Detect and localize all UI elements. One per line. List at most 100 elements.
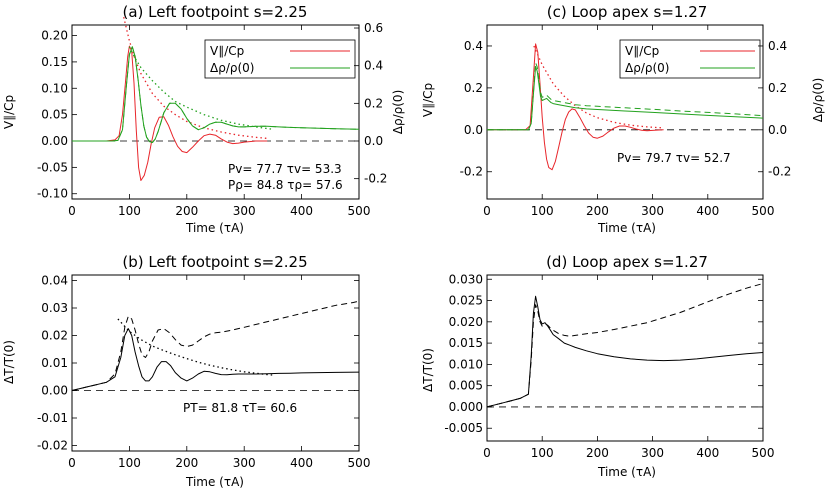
panel-a-ytick-label: -0.10 (37, 187, 68, 201)
panel-a-legend-label-density: Δρ/ρ(0) (210, 61, 254, 75)
panel-c-ylabel: V∥/Cp (421, 83, 435, 117)
panel-a-xtick-label: 0 (68, 204, 76, 218)
panel-d-xtick-label: 200 (586, 446, 609, 460)
panel-d-series-1-line (486, 283, 764, 408)
panel-d-xtick-label: 0 (483, 446, 491, 460)
panel-c-series-0-line (487, 43, 664, 171)
panel-c: (c) Loop apex s=1.27 Time (τA) V∥/Cp Δρ/… (421, 3, 825, 235)
panel-d-frame (486, 274, 764, 442)
panel-a-ytick-right-label: 0.6 (364, 21, 383, 35)
panel-c-series-2-line (487, 66, 764, 131)
panel-b-xtick-label: 400 (290, 456, 313, 470)
panel-d-ylabel: ΔT/T(0) (421, 348, 435, 392)
panel-a-annotation-velocity: Pv= 77.7 τv= 53.3 (228, 162, 342, 176)
panel-b-xtick-label: 300 (233, 456, 256, 470)
panel-d-xtick-label: 100 (531, 446, 554, 460)
panel-b-ytick-label: 0.01 (41, 356, 68, 370)
panel-d-title: (d) Loop apex s=1.27 (546, 253, 708, 271)
panel-c-series-1-line (533, 45, 664, 129)
panel-b-frame (71, 274, 360, 452)
panel-a-series-1-line (123, 16, 268, 140)
panel-a-legend: V∥/Cp Δρ/ρ(0) (204, 39, 356, 79)
panel-c-ytick-label: 0.0 (464, 123, 483, 137)
panel-c-ytick-label: 0.2 (464, 81, 483, 95)
panel-c-legend-box (619, 39, 761, 79)
panel-a-ylabel-right: Δρ/ρ(0) (391, 90, 405, 134)
panel-a-frame (71, 24, 360, 200)
panel-a-ytick-label: 0.15 (41, 55, 68, 69)
panel-a-xtick-label: 500 (348, 204, 371, 218)
panel-a: (a) Left footpoint s=2.25 Time (τA) V∥/C… (2, 3, 405, 235)
panel-b-xtick-label: 0 (68, 456, 76, 470)
panel-c-xtick-label: 400 (696, 204, 719, 218)
panel-b-ytick-label: -0.01 (37, 411, 68, 425)
panel-b-xtick-label: 100 (118, 456, 141, 470)
panel-a-title: (a) Left footpoint s=2.25 (123, 3, 308, 21)
panel-d-series-0-line (486, 295, 764, 408)
panel-c-annotation-velocity: Pv= 79.7 τv= 52.7 (617, 151, 731, 165)
panel-a-ytick-label: 0.20 (41, 29, 68, 43)
panel-b-series-0-line (71, 328, 360, 391)
panel-a-ytick-label: 0.10 (41, 81, 68, 95)
panel-b-xlabel: Time (τA) (185, 475, 244, 489)
panel-d-xlabel: Time (τA) (597, 465, 656, 479)
panel-c-xtick-label: 100 (531, 204, 554, 218)
panel-a-plot: 0 100 200 300 400 500 -0.10 -0.05 0.00 0.05 0.10 0.… (37, 16, 387, 218)
panel-c-series-3-line (487, 62, 764, 131)
panel-d-ytick-label: 0.010 (449, 357, 483, 371)
panel-d: (d) Loop apex s=1.27 Time (τA) ΔT/T(0) (421, 253, 764, 479)
panel-b-series-2-line (117, 318, 273, 376)
panel-b: (b) Left footpoint s=2.25 Time (τA) ΔT/T… (2, 253, 360, 489)
panel-a-series-0-line (72, 45, 268, 181)
panel-c-ytick-right-label: 0.4 (768, 39, 787, 53)
panel-c-title: (c) Loop apex s=1.27 (547, 3, 708, 21)
panel-c-ytick-right-label: -0.2 (768, 165, 791, 179)
panel-b-xtick-label: 500 (348, 456, 371, 470)
panel-a-ytick-right-label: 0.4 (364, 59, 383, 73)
panel-a-xtick-label: 100 (118, 204, 141, 218)
panel-a-ytick-label: -0.05 (37, 160, 68, 174)
panel-d-ytick-label: 0.005 (449, 379, 483, 393)
panel-c-xtick-label: 0 (483, 204, 491, 218)
panel-a-ytick-label: 0.05 (41, 108, 68, 122)
panel-d-ytick-label: 0.015 (449, 336, 483, 350)
panel-d-xtick-label: 500 (752, 446, 775, 460)
panel-a-legend-label-velocity: V∥/Cp (210, 44, 244, 58)
panel-c-xlabel: Time (τA) (597, 221, 656, 235)
panel-b-ytick-label: -0.02 (37, 439, 68, 453)
panel-c-xtick-label: 500 (752, 204, 775, 218)
panel-c-frame (486, 24, 764, 200)
panel-b-title: (b) Left footpoint s=2.25 (122, 253, 307, 271)
panel-a-xlabel: Time (τA) (185, 221, 244, 235)
panel-d-ytick-label: 0.020 (449, 315, 483, 329)
panel-c-plot: 0 100 200 300 400 500 -0.2 0.0 0.2 0.4 -0.2 0.0 0.2 0… (460, 25, 791, 218)
panel-b-ytick-label: 0.03 (41, 301, 68, 315)
panel-a-xtick-label: 300 (233, 204, 256, 218)
panel-c-ytick-right-label: 0.0 (768, 123, 787, 137)
panel-a-annotation-density: Pρ= 84.8 τρ= 57.6 (228, 178, 343, 192)
panel-b-annotation: PT= 81.8 τT= 60.6 (183, 401, 297, 415)
panel-b-plot: 0 100 200 300 400 500 -0.02 -0.01 0.00 0.01 0.02 0.… (37, 274, 371, 471)
panel-a-legend-box (204, 39, 356, 79)
panel-a-xtick-label: 200 (175, 204, 198, 218)
panel-b-ytick-label: 0.04 (41, 274, 68, 288)
panel-c-ytick-label: 0.4 (464, 39, 483, 53)
panel-a-xtick-label: 400 (290, 204, 313, 218)
panel-a-ytick-label: 0.00 (41, 134, 68, 148)
panel-b-ytick-label: 0.02 (41, 329, 68, 343)
panel-a-ytick-right-label: 0.2 (364, 96, 383, 110)
panel-b-xtick-label: 200 (175, 456, 198, 470)
panel-c-legend-label-density: Δρ/ρ(0) (625, 61, 669, 75)
panel-b-series-1-line (71, 300, 360, 391)
panel-d-plot: 0 100 200 300 400 500 -0.005 0.000 0.005 0.010 0.0… (444, 272, 774, 460)
panel-a-ylabel: V∥/Cp (2, 95, 16, 129)
panel-c-legend-label-velocity: V∥/Cp (625, 44, 659, 58)
panel-b-ylabel: ΔT/T(0) (2, 340, 16, 384)
panel-a-ytick-right-label: 0.0 (364, 134, 383, 148)
panel-d-ytick-label: 0.000 (449, 400, 483, 414)
panel-a-series-3-line (72, 46, 360, 143)
panel-c-ylabel-right: Δρ/ρ(0) (811, 78, 825, 122)
panel-d-ytick-label: -0.005 (444, 421, 483, 435)
panel-b-ytick-label: 0.00 (41, 384, 68, 398)
